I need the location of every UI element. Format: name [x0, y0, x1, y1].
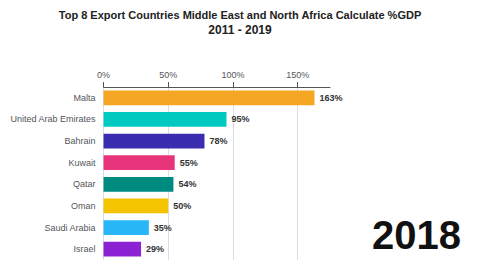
svg-text:Qatar: Qatar [73, 179, 96, 189]
svg-text:78%: 78% [209, 136, 227, 146]
svg-text:0%: 0% [97, 70, 110, 80]
svg-text:163%: 163% [319, 93, 342, 103]
svg-text:Kuwait: Kuwait [69, 158, 97, 168]
svg-text:150%: 150% [286, 70, 309, 80]
svg-text:Bahrain: Bahrain [65, 136, 96, 146]
svg-text:2011 - 2019: 2011 - 2019 [208, 23, 272, 37]
svg-text:Israel: Israel [74, 244, 96, 254]
svg-text:United Arab Emirates: United Arab Emirates [10, 114, 96, 124]
svg-text:Top 8 Export Countries Middle: Top 8 Export Countries Middle East and N… [59, 9, 421, 21]
svg-text:100%: 100% [221, 70, 244, 80]
svg-text:2018: 2018 [372, 213, 461, 257]
svg-text:54%: 54% [178, 179, 196, 189]
svg-text:50%: 50% [159, 70, 177, 80]
svg-text:95%: 95% [231, 114, 249, 124]
svg-text:50%: 50% [173, 201, 191, 211]
svg-text:Malta: Malta [74, 93, 96, 103]
svg-text:35%: 35% [154, 223, 172, 233]
svg-text:29%: 29% [146, 244, 164, 254]
svg-text:55%: 55% [180, 158, 198, 168]
svg-text:Saudi Arabia: Saudi Arabia [44, 223, 95, 233]
svg-text:Oman: Oman [71, 201, 96, 211]
